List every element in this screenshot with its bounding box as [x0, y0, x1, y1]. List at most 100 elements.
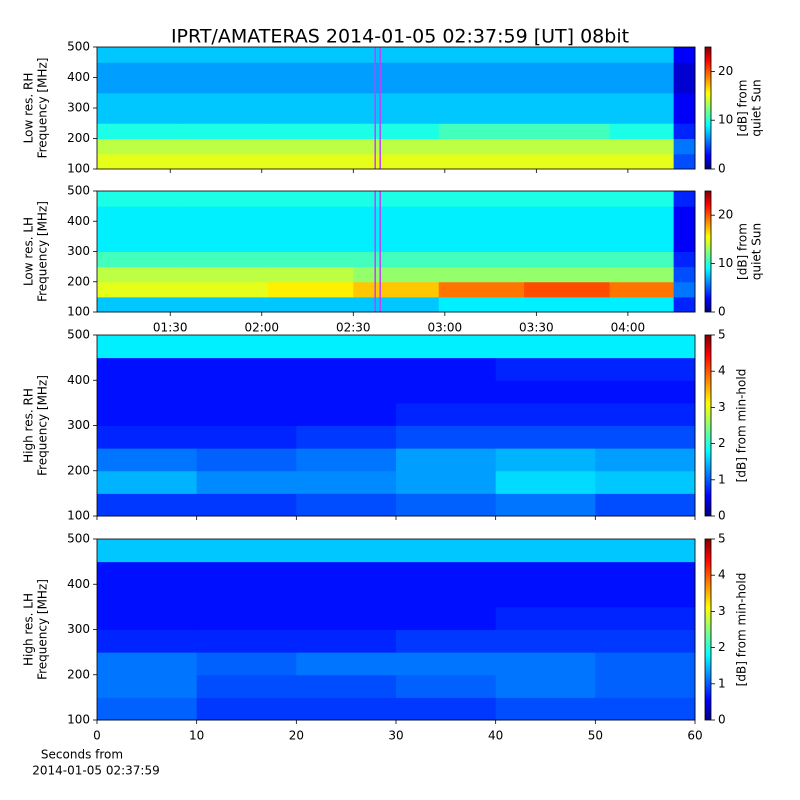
heatmap-cell [609, 266, 675, 283]
heatmap-cell [495, 584, 596, 608]
heatmap-cell [609, 47, 675, 63]
heatmap-cell [524, 251, 611, 268]
heatmap-cell [97, 674, 198, 698]
heatmap-cell [438, 221, 525, 237]
x-tick-label: 30 [388, 729, 403, 743]
heatmap-cell [438, 251, 525, 268]
heatmap-cell [438, 281, 525, 298]
heatmap-cell [609, 153, 675, 170]
heatmap-cell [438, 206, 525, 222]
colorbar-label: [dB] from [736, 223, 750, 280]
heatmap-cell [595, 493, 696, 517]
heatmap-cell [673, 281, 696, 298]
heatmap-cell [97, 236, 183, 252]
heatmap-cell [438, 236, 525, 252]
x-tick-label: 03:30 [519, 321, 554, 335]
heatmap-cell [396, 470, 497, 494]
heatmap-cell [524, 77, 611, 94]
colorbar [704, 46, 712, 170]
heatmap-cell [524, 296, 611, 313]
heatmap-cell [97, 191, 183, 207]
heatmap-cell [609, 191, 675, 207]
heatmap-cell [396, 561, 497, 585]
heatmap-cell [673, 108, 696, 124]
heatmap-cell [196, 425, 297, 449]
heatmap-cell [595, 425, 696, 449]
heatmap-cell [182, 251, 269, 268]
heatmap-cell [353, 153, 440, 170]
heatmap-cell [97, 92, 183, 109]
heatmap-cell [524, 236, 611, 252]
colorbar-tick-label: 3 [718, 400, 726, 414]
heatmap-cell [438, 138, 525, 155]
heatmap-cell [182, 92, 269, 109]
y-tick-label: 200 [67, 667, 90, 681]
heatmap-cell [97, 251, 183, 268]
heatmap-cell [267, 251, 354, 268]
heatmap-cell [182, 138, 269, 155]
y-tick-label: 400 [67, 70, 90, 84]
heatmap-cell [524, 281, 611, 298]
heatmap-cell [396, 448, 497, 472]
heatmap-cell [673, 251, 696, 268]
heatmap-cell [595, 357, 696, 381]
heatmap-cell [595, 629, 696, 653]
heatmap-cell [495, 357, 596, 381]
heatmap-cell [353, 296, 440, 313]
y-tick-label: 500 [67, 328, 90, 342]
heatmap-cell [267, 236, 354, 252]
heatmap-cell [396, 674, 497, 698]
heatmap-cell [609, 221, 675, 237]
heatmap-cell [97, 221, 183, 237]
heatmap-cell [353, 266, 440, 283]
heatmap-cell [438, 123, 525, 139]
y-tick-label: 500 [67, 184, 90, 198]
colorbar-label: [dB] from [736, 80, 750, 137]
colorbar-label: quiet Sun [750, 223, 764, 280]
x-axis-label: 2014-01-05 02:37:59 [32, 764, 159, 778]
colorbar [704, 538, 712, 721]
heatmap-cell [296, 674, 397, 698]
heatmap-cell [353, 92, 440, 109]
y-tick-label: 300 [67, 244, 90, 258]
heatmap-cell [673, 47, 696, 63]
heatmap-cell [673, 62, 696, 78]
heatmap-cell [673, 77, 696, 94]
heatmap-cell [296, 357, 397, 381]
heatmap-cell [97, 448, 198, 472]
heatmap-cell [196, 402, 297, 426]
y-axis-label: Frequency [MHz] [36, 579, 50, 680]
heatmap-cell [609, 62, 675, 78]
heatmap-cell [97, 697, 198, 721]
heatmap-cell [182, 77, 269, 94]
heatmap-cell [524, 153, 611, 170]
heatmap-cell [267, 281, 354, 298]
heatmap-cell [524, 62, 611, 78]
y-axis-label: Low res. RH [22, 73, 36, 144]
heatmap-cell [97, 62, 183, 78]
y-tick-label: 100 [67, 162, 90, 176]
heatmap-cell [438, 77, 525, 94]
heatmap-cell [438, 153, 525, 170]
heatmap-cell [396, 380, 497, 404]
y-tick-label: 100 [67, 713, 90, 727]
colorbar-tick-label: 0 [718, 713, 726, 727]
heatmap-cell [396, 493, 497, 517]
heatmap-cell [196, 652, 297, 676]
y-tick-label: 100 [67, 305, 90, 319]
heatmap-cell [182, 153, 269, 170]
heatmap-cell [267, 77, 354, 94]
heatmap-cell [396, 425, 497, 449]
heatmap-cell [609, 77, 675, 94]
heatmap-cell [609, 236, 675, 252]
heatmap-cell [353, 221, 440, 237]
heatmap-cell [438, 266, 525, 283]
heatmap-cell [495, 402, 596, 426]
heatmap-cell [495, 380, 596, 404]
heatmap-cell [296, 652, 397, 676]
heatmap-cell [595, 606, 696, 630]
y-tick-label: 300 [67, 622, 90, 636]
colorbar-tick-label: 0 [718, 162, 726, 176]
heatmap-cell [673, 266, 696, 283]
y-tick-label: 300 [67, 101, 90, 115]
